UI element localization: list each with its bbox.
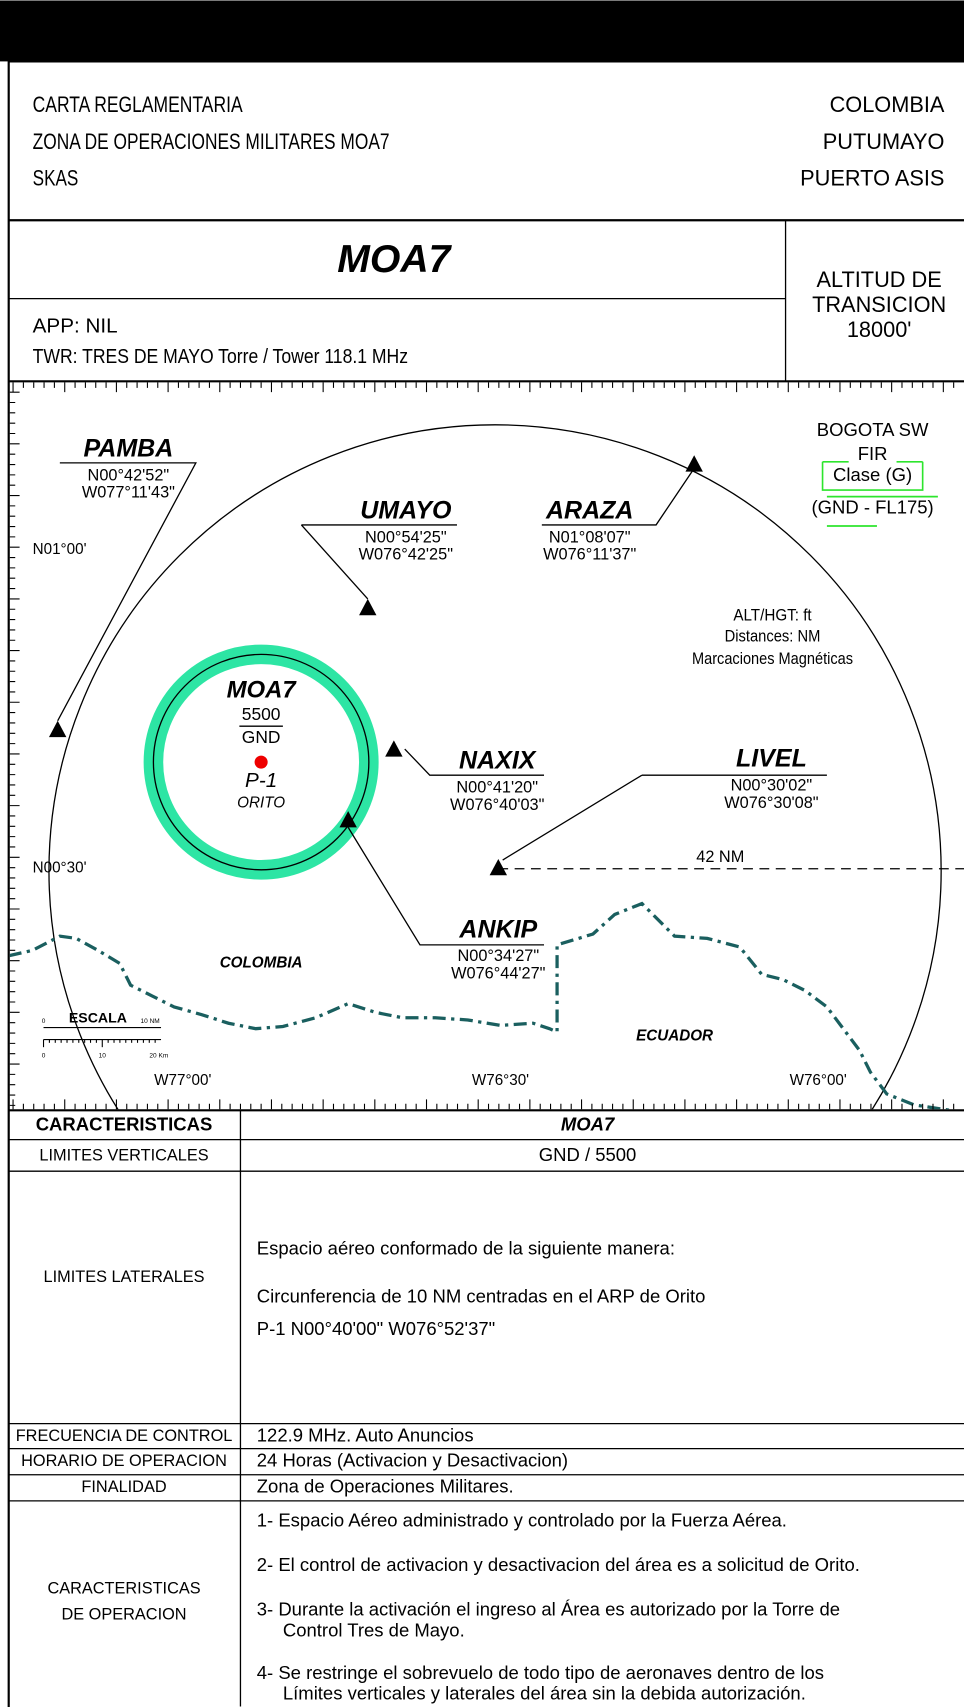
country-label: COLOMBIA: [220, 954, 303, 971]
radius-label: 42 NM: [696, 848, 744, 866]
waypoint-lon: W076°44'27": [451, 965, 546, 983]
waypoint-lon: W076°42'25": [359, 546, 454, 564]
twr: TWR: TRES DE MAYO Torre / Tower 118.1 MH…: [33, 345, 408, 368]
table-header: MOA7: [561, 1113, 615, 1134]
header-left: CARTA REGLAMENTARIA: [33, 92, 243, 117]
airspace-label: Clase (G): [833, 464, 912, 485]
country-border: [9, 901, 954, 1110]
frame: [7, 60, 964, 1707]
row-label: CARACTERISTICAS: [47, 1579, 200, 1597]
row-text: Límites verticales y laterales del área …: [283, 1682, 806, 1703]
waypoint-lon: W076°40'03": [450, 796, 545, 814]
map: [9, 382, 964, 1110]
row-label: LIMITES VERTICALES: [39, 1146, 208, 1164]
row-label: HORARIO DE OPERACION: [21, 1452, 227, 1470]
row-text: P-1 N00°40'00" W076°52'37": [257, 1318, 495, 1339]
scale-title: ESCALA: [69, 1010, 127, 1026]
lon-label: W76°30': [472, 1072, 529, 1089]
row-text: 2- El control de activacion y desactivac…: [257, 1554, 860, 1575]
table-header: CARACTERISTICAS: [36, 1113, 213, 1134]
leader-lines: [57, 462, 827, 946]
header-right: PUERTO ASIS: [800, 166, 944, 191]
waypoint-triangles: [48, 455, 703, 876]
waypoint-lat: N00°41'20": [456, 779, 538, 797]
waypoint-lon: W077°11'43": [82, 484, 175, 502]
scale-label: 20 Km: [149, 1053, 168, 1060]
row-text: Zona de Operaciones Militares.: [257, 1476, 514, 1497]
transition: ALTITUD DE: [816, 267, 941, 292]
waypoint-name: NAXIX: [459, 747, 537, 775]
airspace-label: FIR: [858, 443, 888, 464]
row-text: 1- Espacio Aéreo administrado y controla…: [257, 1509, 787, 1530]
scale-bar: [43, 1027, 162, 1041]
row-label: LIMITES LATERALES: [44, 1268, 205, 1286]
row-text: 24 Horas (Activacion y Desactivacion): [257, 1450, 568, 1471]
airspace-label: (GND - FL175): [811, 496, 933, 517]
scale-label: 0: [42, 1018, 46, 1025]
row-label: DE OPERACION: [61, 1605, 186, 1623]
header-left: ZONA DE OPERACIONES MILITARES MOA7: [33, 129, 390, 154]
header-left: SKAS: [33, 166, 79, 191]
row-text: Control Tres de Mayo.: [283, 1619, 465, 1640]
header-right: PUTUMAYO: [823, 129, 945, 154]
country-label: ECUADOR: [636, 1027, 713, 1044]
waypoint-name: PAMBA: [83, 434, 173, 462]
table-rows: [8, 1139, 964, 1502]
row-text: 122.9 MHz. Auto Anuncios: [257, 1425, 474, 1446]
waypoint-name: UMAYO: [360, 496, 452, 524]
area-id: P-1: [245, 769, 277, 792]
area-place: ORITO: [237, 794, 285, 811]
scale-label: 10: [99, 1053, 107, 1060]
waypoint-lon: W076°11'37": [543, 546, 636, 564]
border-ticks: [9, 382, 955, 1110]
scale-label: 0: [42, 1053, 46, 1060]
map-note: Distances: NM: [725, 627, 821, 645]
row-label: FRECUENCIA DE CONTROL: [16, 1427, 233, 1445]
lat-label: N00°30': [33, 860, 87, 877]
waypoint-lat: N00°54'25": [365, 528, 447, 546]
waypoint-lat: N00°34'27": [457, 947, 539, 965]
airspace-box: [821, 460, 938, 527]
row-text: 3- Durante la activación el ingreso al Á…: [257, 1599, 840, 1620]
lon-label: W77°00': [154, 1072, 211, 1089]
waypoint-lat: N00°42'52": [88, 466, 170, 484]
row-text: 4- Se restringe el sobrevuelo de todo ti…: [257, 1662, 824, 1683]
arp-dot: [254, 755, 268, 769]
area-name: MOA7: [227, 677, 298, 704]
waypoint-lon: W076°30'08": [724, 794, 819, 812]
row-text: GND / 5500: [539, 1144, 637, 1165]
row-text: Circunferencia de 10 NM centradas en el …: [257, 1285, 706, 1306]
zone-title: MOA7: [337, 238, 452, 281]
header-right: COLOMBIA: [830, 92, 945, 117]
waypoint-name: ARAZA: [545, 496, 634, 524]
row-label: FINALIDAD: [81, 1478, 166, 1496]
boundary-circle: [48, 424, 942, 1110]
transition: 18000': [847, 317, 912, 342]
map-note: ALT/HGT: ft: [733, 607, 812, 625]
scale-label: 10 NM: [141, 1018, 160, 1025]
transition: TRANSICION: [812, 292, 946, 317]
lat-label: N01°00': [33, 541, 87, 558]
waypoint-lat: N01°08'07": [549, 528, 631, 546]
map-note: Marcaciones Magnéticas: [692, 650, 853, 668]
waypoint-lat: N00°30'02": [731, 776, 813, 794]
area-lower: GND: [242, 727, 281, 747]
title: MOA: [431, 4, 548, 60]
waypoint-name: LIVEL: [736, 745, 807, 773]
waypoint-name: ANKIP: [458, 915, 537, 943]
moa-circle: [152, 653, 370, 871]
app: APP: NIL: [33, 314, 118, 337]
row-text: Espacio aéreo conformado de la siguiente…: [257, 1237, 675, 1258]
airspace-label: BOGOTA SW: [817, 419, 929, 440]
lon-label: W76°00': [790, 1072, 847, 1089]
area-upper: 5500: [242, 704, 281, 724]
title-bar: [0, 0, 964, 62]
